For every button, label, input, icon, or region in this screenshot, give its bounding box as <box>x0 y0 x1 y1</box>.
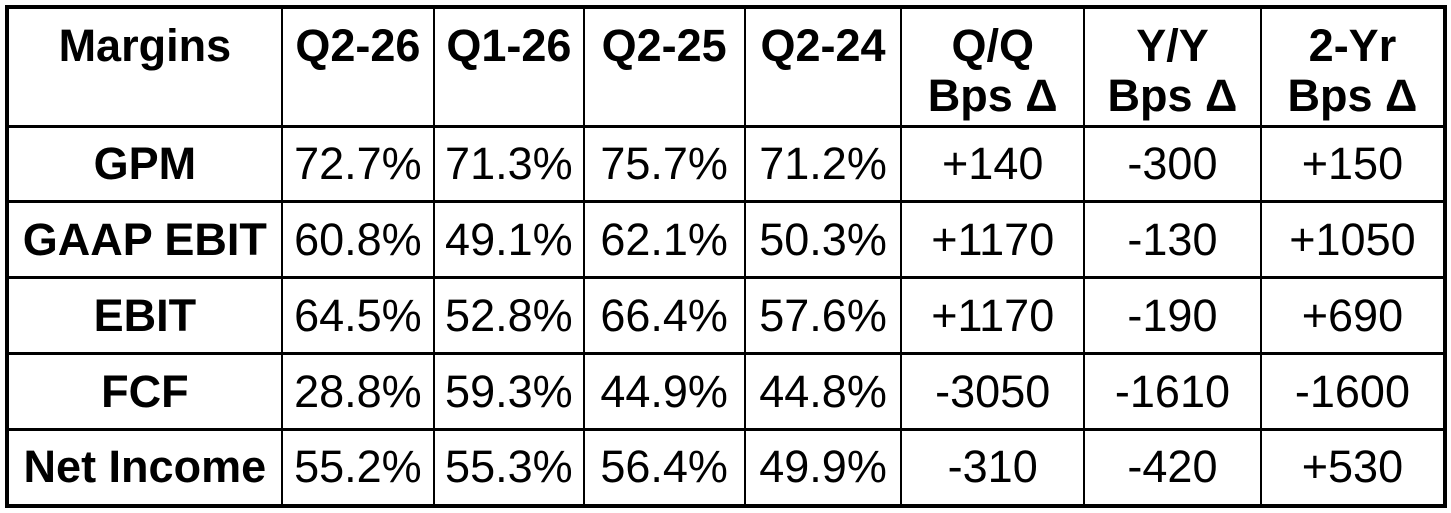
cell-gaap-ebit-q2-25: 62.1% <box>582 200 746 280</box>
cell-gaap-ebit-q2-26: 60.8% <box>280 200 436 280</box>
header-line: Q2-24 <box>760 20 886 71</box>
column-header-margins: Margins <box>6 5 283 128</box>
cell-ebit-q2-25: 66.4% <box>582 276 746 356</box>
column-header-2-yr-bps: 2-Yr Bps Δ <box>1259 5 1447 128</box>
row-label-fcf: FCF <box>6 352 283 431</box>
cell-ebit-q2-24: 57.6% <box>743 276 903 356</box>
cell-net-income-q2-26: 55.2% <box>280 427 436 508</box>
cell-fcf-q1-26: 59.3% <box>433 352 585 431</box>
cell-gpm-q2-26: 72.7% <box>280 124 436 204</box>
header-line: Bps Δ <box>1287 69 1418 121</box>
column-header-q-q-bps: Q/Q Bps Δ <box>900 5 1086 128</box>
table-row-gpm: GPM 72.7% 71.3% 75.7% 71.2% +140 -300 +150 <box>6 124 1447 204</box>
margins-table: Margins Q2-26 Q1-26 Q2-25 Q2-24 Q/Q Bps Δ Y/Y Bp… <box>5 5 1447 508</box>
column-header-y-y-bps: Y/Y Bps Δ <box>1083 5 1262 128</box>
table-row-gaap-ebit: GAAP EBIT 60.8% 49.1% 62.1% 50.3% +1170 -130 +1… <box>6 200 1447 280</box>
column-header-q2-25: Q2-25 <box>582 5 746 128</box>
cell-net-income-q1-26: 55.3% <box>433 427 585 508</box>
header-line: Q1-26 <box>446 20 572 71</box>
cell-ebit-q-q-bps: +1170 <box>900 276 1086 356</box>
table-row-fcf: FCF 28.8% 59.3% 44.9% 44.8% -3050 -1610 -1600 <box>6 352 1447 431</box>
cell-fcf-q2-26: 28.8% <box>280 352 436 431</box>
cell-gaap-ebit-2-yr-bps: +1050 <box>1259 200 1447 280</box>
cell-fcf-2-yr-bps: -1600 <box>1259 352 1447 431</box>
header-line: Q2-25 <box>601 20 727 71</box>
column-header-q1-26: Q1-26 <box>433 5 585 128</box>
column-header-q2-26: Q2-26 <box>280 5 436 128</box>
cell-ebit-y-y-bps: -190 <box>1083 276 1262 356</box>
cell-fcf-q2-24: 44.8% <box>743 352 903 431</box>
table-row-ebit: EBIT 64.5% 52.8% 66.4% 57.6% +1170 -190 +690 <box>6 276 1447 356</box>
column-header-q2-24: Q2-24 <box>743 5 903 128</box>
cell-gaap-ebit-q-q-bps: +1170 <box>900 200 1086 280</box>
header-line: Bps Δ <box>927 69 1058 121</box>
header-line: 2-Yr <box>1308 20 1397 71</box>
cell-net-income-q-q-bps: -310 <box>900 427 1086 508</box>
cell-gpm-q1-26: 71.3% <box>433 124 585 204</box>
header-row: Margins Q2-26 Q1-26 Q2-25 Q2-24 Q/Q Bps Δ Y/Y Bp… <box>6 5 1447 128</box>
cell-ebit-2-yr-bps: +690 <box>1259 276 1447 356</box>
header-line: Q/Q <box>951 20 1034 71</box>
row-label-net-income: Net Income <box>6 427 283 508</box>
cell-gpm-q-q-bps: +140 <box>900 124 1086 204</box>
header-line: Q2-26 <box>295 20 421 71</box>
cell-net-income-q2-24: 49.9% <box>743 427 903 508</box>
row-label-gpm: GPM <box>6 124 283 204</box>
cell-net-income-y-y-bps: -420 <box>1083 427 1262 508</box>
cell-gpm-y-y-bps: -300 <box>1083 124 1262 204</box>
row-label-ebit: EBIT <box>6 276 283 356</box>
cell-gpm-q2-24: 71.2% <box>743 124 903 204</box>
header-line: Y/Y <box>1136 20 1209 71</box>
cell-gpm-2-yr-bps: +150 <box>1259 124 1447 204</box>
header-line: Margins <box>58 20 232 71</box>
cell-net-income-2-yr-bps: +530 <box>1259 427 1447 508</box>
table-row-net-income: Net Income 55.2% 55.3% 56.4% 49.9% -310 -420 +5… <box>6 427 1447 508</box>
cell-gaap-ebit-q2-24: 50.3% <box>743 200 903 280</box>
cell-fcf-y-y-bps: -1610 <box>1083 352 1262 431</box>
cell-gaap-ebit-y-y-bps: -130 <box>1083 200 1262 280</box>
cell-net-income-q2-25: 56.4% <box>582 427 746 508</box>
cell-ebit-q1-26: 52.8% <box>433 276 585 356</box>
cell-fcf-q-q-bps: -3050 <box>900 352 1086 431</box>
cell-gaap-ebit-q1-26: 49.1% <box>433 200 585 280</box>
cell-ebit-q2-26: 64.5% <box>280 276 436 356</box>
table-body: GPM 72.7% 71.3% 75.7% 71.2% +140 -300 +150 GAAP … <box>6 124 1447 508</box>
cell-gpm-q2-25: 75.7% <box>582 124 746 204</box>
row-label-gaap-ebit: GAAP EBIT <box>6 200 283 280</box>
cell-fcf-q2-25: 44.9% <box>582 352 746 431</box>
header-line: Bps Δ <box>1107 69 1238 121</box>
